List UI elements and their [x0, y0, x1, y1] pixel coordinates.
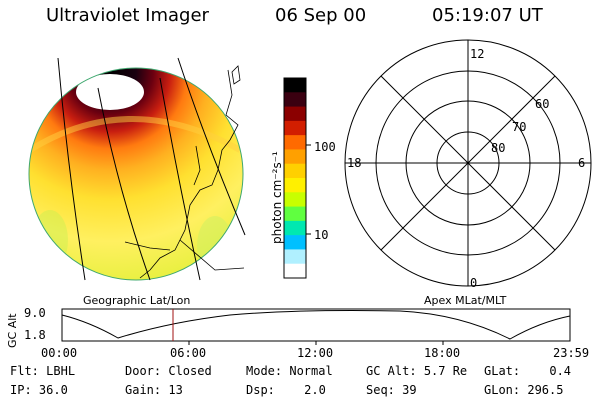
time-tick-3: 18:00 [424, 346, 461, 360]
date-label: 06 Sep 00 [275, 5, 367, 26]
meridian-lines [57, 57, 246, 281]
colorbar-cell [284, 163, 306, 179]
info-glon: GLon: 296.5 [484, 383, 564, 397]
colorbar-cell [284, 120, 306, 136]
altitude-tick-high: 9.0 [24, 306, 46, 320]
mlt-label-6: 6 [578, 156, 586, 170]
colorbar-cell [284, 135, 306, 150]
mlt-label-18: 18 [347, 156, 362, 170]
colorbar-cell [284, 206, 306, 222]
earth-disk [29, 68, 243, 280]
time-tick-4: 23:59 [553, 346, 590, 360]
time-label: 05:19:07 UT [432, 5, 543, 26]
colorbar-cell [284, 78, 306, 93]
colorbar-tick-100: 100 [314, 140, 336, 154]
info-glat: GLat: 0.4 [484, 364, 572, 378]
colorbar-cell [284, 192, 306, 208]
time-tick-2: 12:00 [297, 346, 334, 360]
mlat-label-80: 80 [491, 141, 506, 155]
polar-cap-void [76, 74, 144, 110]
colorbar-cell [284, 92, 306, 108]
colorbar-cell [284, 220, 306, 236]
mlt-label-12: 12 [470, 47, 485, 61]
info-gain: Gain: 13 [125, 383, 183, 397]
info-door: Door: Closed [125, 364, 212, 378]
colorbar-cell [284, 263, 306, 279]
polar-label: Apex MLat/MLT [424, 294, 507, 307]
info-dsp: Dsp: 2.0 [246, 383, 326, 397]
info-gc-alt: GC Alt: 5.7 Re [366, 364, 468, 378]
info-seq: Seq: 39 [366, 383, 417, 397]
mlt-label-0: 0 [470, 276, 478, 290]
colorbar-cell [284, 149, 306, 165]
colorbar-cell [284, 249, 306, 265]
info-ip: IP: 36.0 [10, 383, 68, 397]
altitude-axis-label: GC Alt [6, 313, 19, 348]
altitude-tick-low: 1.8 [24, 328, 46, 342]
color-scale-bar [283, 77, 311, 279]
colorbar-tick-10: 10 [314, 228, 329, 242]
mlat-label-70: 70 [512, 120, 527, 134]
colorbar-cell [284, 106, 306, 122]
colorbar-cell [284, 178, 306, 193]
altitude-curve [61, 310, 571, 340]
map-label: Geographic Lat/Lon [83, 294, 191, 307]
time-tick-1: 06:00 [170, 346, 207, 360]
mlat-label-60: 60 [535, 97, 550, 111]
time-tick-0: 00:00 [41, 346, 78, 360]
info-mode: Mode: Normal [246, 364, 333, 378]
info-flt: Flt: LBHL [10, 364, 76, 378]
app-title: Ultraviolet Imager [46, 5, 209, 26]
coastlines [124, 65, 245, 279]
colorbar-cell [284, 235, 306, 250]
polar-diagonal-2 [380, 75, 556, 251]
